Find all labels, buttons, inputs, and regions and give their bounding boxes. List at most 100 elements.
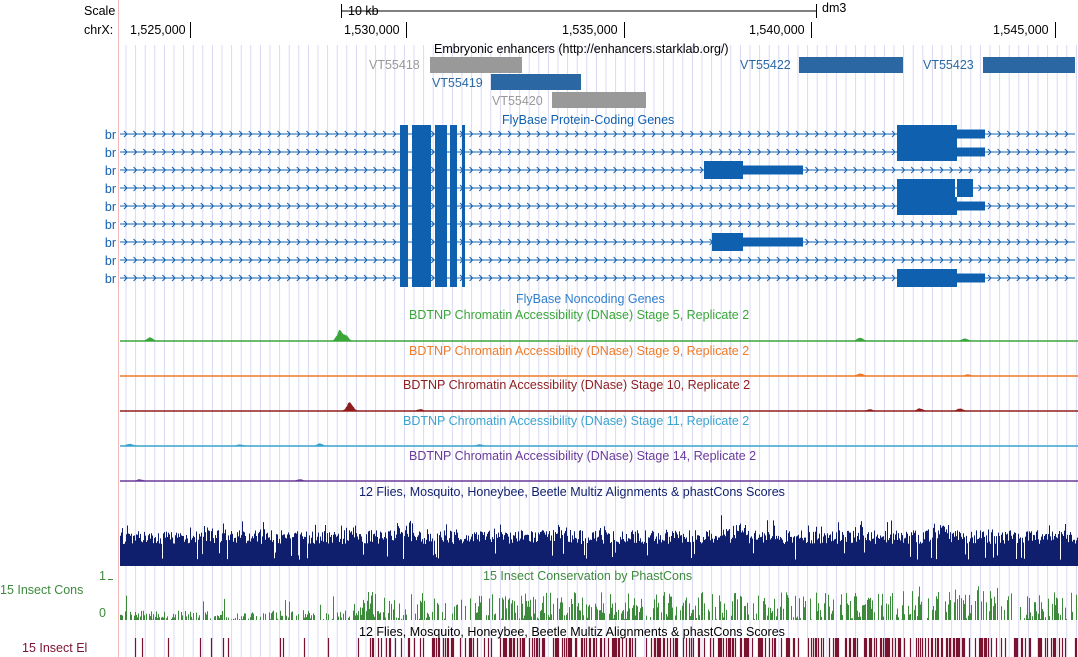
gene-exon [462, 143, 465, 161]
chrom-label: chrX: [84, 23, 114, 37]
gene-label-br[interactable]: br [104, 146, 116, 160]
dnase-track-title: BDTNP Chromatin Accessibility (DNase) St… [409, 308, 750, 322]
gene-exon [412, 233, 431, 251]
gene-exon [957, 129, 985, 139]
dnase-peak [122, 443, 138, 446]
gene-exon [712, 233, 743, 251]
gene-exon [450, 251, 457, 269]
gene-exon [412, 269, 431, 287]
enhancer-label[interactable]: VT55420 [492, 94, 543, 108]
gene-exon [400, 143, 408, 161]
gene-exon [897, 179, 955, 197]
gene-exon [462, 179, 465, 197]
ruler-tick-label: 1,525,000 [130, 23, 186, 37]
dnase-peak [852, 373, 868, 376]
enhancer-label[interactable]: VT55419 [432, 76, 483, 90]
dnase-peak [412, 409, 428, 411]
ruler-tick-label: 1,540,000 [749, 23, 805, 37]
dnase-track-title: BDTNP Chromatin Accessibility (DNase) St… [409, 344, 750, 358]
gene-exon [412, 251, 431, 269]
enhancer-label[interactable]: VT55423 [923, 58, 974, 72]
dnase-peak [142, 337, 158, 341]
gene-exon [450, 197, 457, 215]
enhancer-block [430, 57, 522, 73]
gene-exon [462, 233, 465, 251]
gene-exon [450, 143, 457, 161]
gene-exon [435, 125, 447, 143]
gene-label-br[interactable]: br [104, 128, 116, 142]
gene-label-br[interactable]: br [104, 200, 116, 214]
gene-exon [743, 165, 803, 175]
dnase-peak [232, 444, 248, 446]
phastcons-side-label[interactable]: 15 Insect Cons [0, 583, 84, 597]
enhancer-label[interactable]: VT55418 [369, 58, 420, 72]
gene-exon [435, 143, 447, 161]
gene-exon [450, 233, 457, 251]
gene-exon [450, 125, 457, 143]
dnase-peak [960, 374, 976, 376]
gene-label-br[interactable]: br [104, 182, 116, 196]
gene-label-br[interactable]: br [104, 236, 116, 250]
gene-exon [400, 215, 408, 233]
gene-exon [897, 197, 957, 215]
gene-exon [462, 197, 465, 215]
gene-exon [462, 251, 465, 269]
gene-exon [450, 161, 457, 179]
scale-label: Scale [84, 4, 116, 18]
gene-exon [412, 179, 431, 197]
gene-exon [400, 251, 408, 269]
gene-exon [435, 233, 447, 251]
gene-exon [450, 179, 457, 197]
phastcons-ymax: 1 [99, 569, 106, 583]
dnase-track-title: BDTNP Chromatin Accessibility (DNase) St… [409, 449, 757, 463]
gene-exon [957, 201, 985, 211]
gene-exon [412, 161, 431, 179]
dnase-peak [952, 408, 968, 411]
phastcons-ymin: 0 [99, 606, 106, 620]
enhancer-block [491, 74, 581, 90]
dnase-peak [862, 409, 878, 411]
elements-track-title: 12 Flies, Mosquito, Honeybee, Beetle Mul… [359, 625, 785, 639]
dnase-track-title: BDTNP Chromatin Accessibility (DNase) St… [403, 378, 751, 392]
gene-exon [462, 269, 465, 287]
ruler-tick-label: 1,545,000 [993, 23, 1049, 37]
gene-exon [412, 215, 431, 233]
gene-exon [897, 269, 957, 287]
gene-exon [957, 273, 985, 283]
phastcons-signal [120, 586, 1077, 620]
gene-exon [400, 233, 408, 251]
gene-label-br[interactable]: br [104, 164, 116, 178]
gene-exon [450, 215, 457, 233]
gene-exon [435, 269, 447, 287]
dnase-peak [312, 443, 328, 446]
genes-track-title: FlyBase Protein-Coding Genes [502, 113, 675, 127]
gene-exon [462, 215, 465, 233]
gene-exon [400, 269, 408, 287]
multiz-track-title: 12 Flies, Mosquito, Honeybee, Beetle Mul… [359, 485, 785, 499]
dnase-peak [852, 337, 868, 341]
enhancer-block [799, 57, 903, 73]
scalebar-label: 10 kb [348, 4, 379, 18]
gene-exon [462, 161, 465, 179]
gene-exon [400, 197, 408, 215]
dnase-peak [292, 479, 308, 481]
gene-label-br[interactable]: br [104, 254, 116, 268]
gene-label-br[interactable]: br [104, 218, 116, 232]
dnase-peak [912, 408, 928, 411]
enhancers-track-title: Embryonic enhancers (http://enhancers.st… [434, 42, 729, 56]
elements-side-label[interactable]: 15 Insect El [22, 641, 88, 655]
assembly-label: dm3 [822, 1, 847, 15]
gene-label-br[interactable]: br [104, 272, 116, 286]
gene-exon [400, 179, 408, 197]
enhancer-label[interactable]: VT55422 [740, 58, 791, 72]
noncoding-track-title: FlyBase Noncoding Genes [516, 292, 665, 306]
gene-exon [450, 269, 457, 287]
dnase-peak [472, 444, 488, 446]
enhancer-block [552, 92, 646, 108]
dnase-track-title: BDTNP Chromatin Accessibility (DNase) St… [403, 414, 750, 428]
gene-exon [957, 147, 985, 157]
gene-exon [897, 143, 957, 161]
gene-exon [400, 125, 408, 143]
